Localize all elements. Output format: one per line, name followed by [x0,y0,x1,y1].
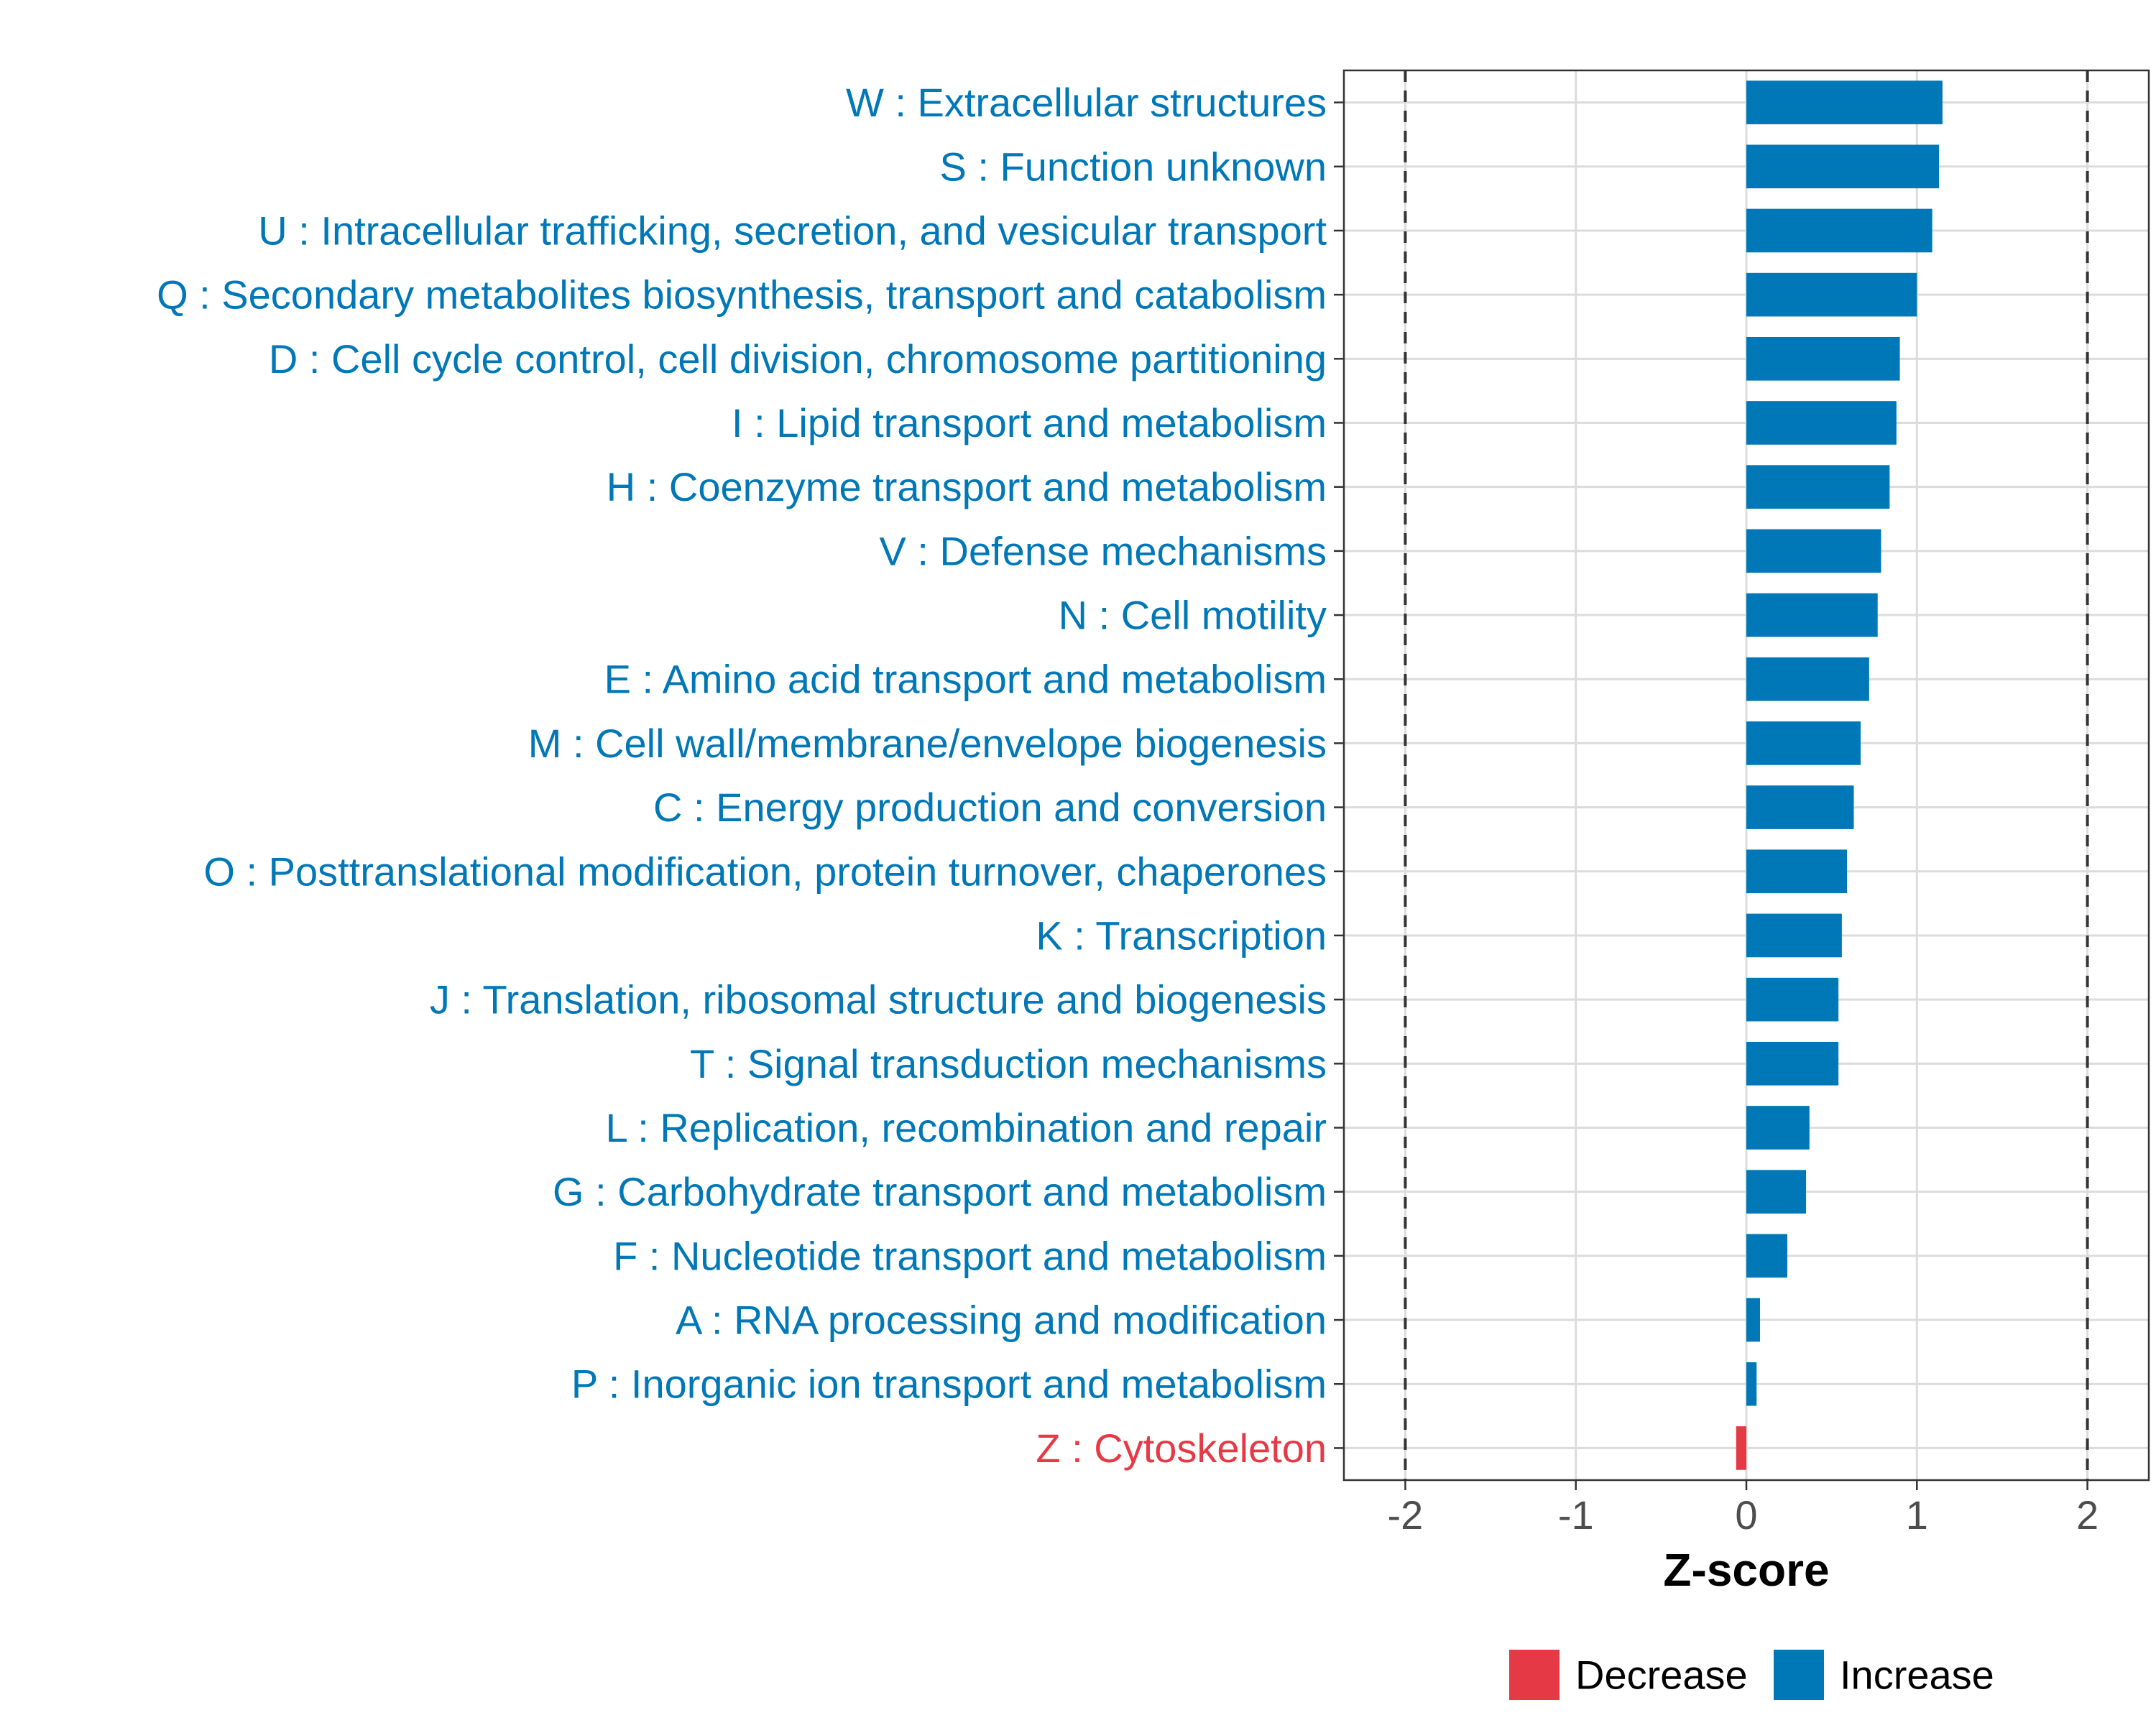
x-axis-title: Z-score [1663,1544,1829,1596]
bar [1746,1234,1787,1278]
bar [1746,657,1869,701]
bar [1746,977,1839,1022]
y-ticks [1334,101,1344,1449]
category-label: C : Energy production and conversion [653,785,1327,830]
category-label: S : Function unknown [939,144,1327,189]
category-label: F : Nucleotide transport and metabolism [613,1233,1327,1278]
category-label: L : Replication, recombination and repai… [606,1105,1327,1150]
x-ticks [1404,1480,2088,1490]
bar [1746,1041,1839,1086]
category-label: Z : Cytoskeleton [1036,1426,1327,1471]
category-label: A : RNA processing and modification [676,1298,1327,1343]
category-label: O : Posttranslational modification, prot… [203,849,1327,894]
category-label: H : Coenzyme transport and metabolism [607,464,1327,509]
legend-label: Increase [1840,1653,1994,1698]
legend-swatch [1509,1650,1560,1700]
x-tick-label: 1 [1906,1492,1928,1538]
category-label: G : Carbohydrate transport and metabolis… [553,1169,1327,1214]
bar [1746,529,1881,573]
bar [1746,401,1897,445]
category-label: J : Translation, ribosomal structure and… [430,977,1327,1022]
x-tick-label: -2 [1388,1492,1424,1538]
bar [1746,721,1861,765]
bar [1736,1426,1746,1470]
x-tick-label: 2 [2076,1492,2099,1538]
category-label: I : Lipid transport and metabolism [732,400,1327,445]
category-label: N : Cell motility [1059,593,1327,638]
reference-lines [1404,70,2089,1480]
category-label: U : Intracellular trafficking, secretion… [258,208,1327,253]
category-label: Q : Secondary metabolites biosynthesis, … [157,272,1327,318]
bar [1746,144,1940,189]
bar [1746,80,1943,124]
bars [1736,80,1943,1470]
category-label: V : Defense mechanisms [880,528,1327,573]
bar [1746,465,1890,509]
bar [1746,1170,1807,1214]
bar [1746,785,1854,829]
legend-label: Decrease [1575,1653,1748,1698]
bar [1746,208,1932,253]
category-label: W : Extracellular structures [846,80,1327,125]
bar [1746,1298,1760,1342]
category-label: T : Signal transduction mechanisms [690,1041,1327,1086]
x-tick-label: 0 [1735,1492,1757,1538]
bar [1746,1362,1757,1406]
bar [1746,1106,1810,1150]
category-label: P : Inorganic ion transport and metaboli… [571,1362,1327,1407]
category-label: M : Cell wall/membrane/envelope biogenes… [528,721,1327,766]
bar [1746,913,1842,958]
bar [1746,336,1900,381]
legend-swatch [1774,1650,1824,1700]
legend: Decrease Increase [1509,1650,1994,1700]
bar [1746,593,1878,637]
x-tick-labels: -2 -1 0 1 2 [1388,1492,2099,1538]
x-tick-label: -1 [1558,1492,1594,1538]
bar [1746,849,1847,894]
category-labels: W : Extracellular structures S : Function… [157,80,1327,1471]
category-label: K : Transcription [1036,912,1327,958]
bar [1746,272,1917,317]
category-label: D : Cell cycle control, cell division, c… [269,336,1327,382]
category-label: E : Amino acid transport and metabolism [604,657,1327,702]
